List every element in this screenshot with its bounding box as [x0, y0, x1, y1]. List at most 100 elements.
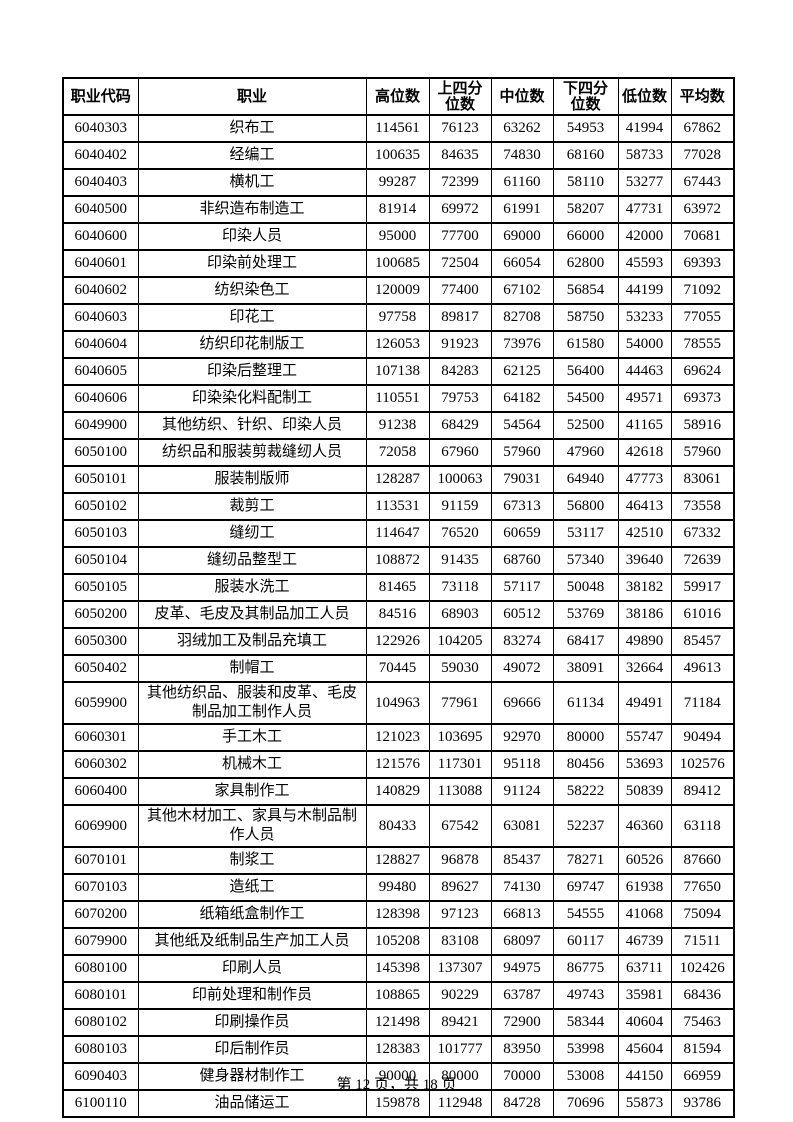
occupation-name-cell: 横机工 — [137, 168, 367, 197]
average-cell: 102576 — [670, 750, 735, 779]
high-decile-cell: 114647 — [365, 519, 430, 548]
occupation-code-cell: 6070101 — [62, 846, 139, 875]
occupation-code-cell: 6040601 — [62, 249, 139, 278]
median-cell: 94975 — [490, 954, 554, 983]
table-row: 6060301 手工木工 121023 103695 92970 80000 55747 90… — [62, 723, 735, 752]
upper-quartile-cell: 83108 — [428, 927, 492, 956]
occupation-name-cell: 羽绒加工及制品充填工 — [137, 627, 367, 656]
average-cell: 85457 — [670, 627, 735, 656]
average-cell: 87660 — [670, 846, 735, 875]
occupation-name-cell: 缝纫品整型工 — [137, 546, 367, 575]
upper-quartile-cell: 89627 — [428, 873, 492, 902]
table-row: 6059900 其他纺织品、服装和皮革、毛皮制品加工制作人员 104963 77961… — [62, 681, 735, 725]
table-row: 6040606 印染染化料配制工 110551 79753 64182 54500 4957… — [62, 384, 735, 413]
occupation-code-cell: 6040303 — [62, 114, 139, 143]
lower-quartile-cell: 62800 — [552, 249, 619, 278]
table-row: 6040600 印染人员 95000 77700 69000 66000 42000 7068… — [62, 222, 735, 251]
high-decile-cell: 145398 — [365, 954, 430, 983]
lower-quartile-cell: 57340 — [552, 546, 619, 575]
median-cell: 61991 — [490, 195, 554, 224]
lower-quartile-cell: 86775 — [552, 954, 619, 983]
upper-quartile-cell: 77700 — [428, 222, 492, 251]
lower-quartile-cell: 58207 — [552, 195, 619, 224]
upper-quartile-cell: 77961 — [428, 681, 492, 725]
median-cell: 82708 — [490, 303, 554, 332]
upper-quartile-cell: 67960 — [428, 438, 492, 467]
occupation-name-cell: 健身器材制作工 — [137, 1062, 367, 1091]
occupation-code-cell: 6050101 — [62, 465, 139, 494]
column-header-lower-quartile: 下四分 位数 — [552, 77, 619, 116]
lower-quartile-cell: 54953 — [552, 114, 619, 143]
average-cell: 71184 — [670, 681, 735, 725]
occupation-code-cell: 6059900 — [62, 681, 139, 725]
upper-quartile-cell: 91435 — [428, 546, 492, 575]
median-cell: 83950 — [490, 1035, 554, 1064]
occupation-code-cell: 6080100 — [62, 954, 139, 983]
lower-quartile-cell: 56854 — [552, 276, 619, 305]
average-cell: 68436 — [670, 981, 735, 1010]
average-cell: 90494 — [670, 723, 735, 752]
median-cell: 66054 — [490, 249, 554, 278]
occupation-code-cell: 6040600 — [62, 222, 139, 251]
column-header-high-decile: 高位数 — [365, 77, 430, 116]
median-cell: 92970 — [490, 723, 554, 752]
average-cell: 58916 — [670, 411, 735, 440]
lower-quartile-cell: 58110 — [552, 168, 619, 197]
lower-quartile-cell: 58344 — [552, 1008, 619, 1037]
occupation-name-cell: 油品储运工 — [137, 1089, 367, 1118]
low-decile-cell: 42510 — [617, 519, 672, 548]
upper-quartile-cell: 84283 — [428, 357, 492, 386]
occupation-name-cell: 手工木工 — [137, 723, 367, 752]
table-row: 6040604 纺织印花制版工 126053 91923 73976 61580 54000… — [62, 330, 735, 359]
average-cell: 83061 — [670, 465, 735, 494]
occupation-code-cell: 6040602 — [62, 276, 139, 305]
occupation-name-cell: 印染染化料配制工 — [137, 384, 367, 413]
low-decile-cell: 46360 — [617, 804, 672, 848]
high-decile-cell: 72058 — [365, 438, 430, 467]
high-decile-cell: 97758 — [365, 303, 430, 332]
table-row: 6050100 纺织品和服装剪裁缝纫人员 72058 67960 57960 47960 4… — [62, 438, 735, 467]
median-cell: 63787 — [490, 981, 554, 1010]
high-decile-cell: 107138 — [365, 357, 430, 386]
table-row: 6079900 其他纸及纸制品生产加工人员 105208 83108 68097 6011… — [62, 927, 735, 956]
high-decile-cell: 100685 — [365, 249, 430, 278]
lower-quartile-cell: 54555 — [552, 900, 619, 929]
table-header-row: 职业代码 职业 高位数 上四分 位数 中位数 下四分 位数 低位数 平均数 — [62, 77, 735, 116]
high-decile-cell: 121023 — [365, 723, 430, 752]
occupation-name-cell: 机械木工 — [137, 750, 367, 779]
table-row: 6050105 服装水洗工 81465 73118 57117 50048 38182 599… — [62, 573, 735, 602]
occupation-code-cell: 6040605 — [62, 357, 139, 386]
occupation-name-cell: 印前处理和制作员 — [137, 981, 367, 1010]
high-decile-cell: 84516 — [365, 600, 430, 629]
low-decile-cell: 55873 — [617, 1089, 672, 1118]
column-header-low-decile: 低位数 — [617, 77, 672, 116]
occupation-name-cell: 非织造布制造工 — [137, 195, 367, 224]
average-cell: 67862 — [670, 114, 735, 143]
occupation-name-cell: 家具制作工 — [137, 777, 367, 806]
low-decile-cell: 45593 — [617, 249, 672, 278]
lower-quartile-cell: 64940 — [552, 465, 619, 494]
table-row: 6040601 印染前处理工 100685 72504 66054 62800 45593 6… — [62, 249, 735, 278]
high-decile-cell: 140829 — [365, 777, 430, 806]
high-decile-cell: 121498 — [365, 1008, 430, 1037]
high-decile-cell: 104963 — [365, 681, 430, 725]
lower-quartile-cell: 80456 — [552, 750, 619, 779]
occupation-name-cell: 裁剪工 — [137, 492, 367, 521]
upper-quartile-cell: 84635 — [428, 141, 492, 170]
occupation-name-cell: 其他纸及纸制品生产加工人员 — [137, 927, 367, 956]
table-row: 6049900 其他纺织、针织、印染人员 91238 68429 54564 52500 4… — [62, 411, 735, 440]
table-row: 6050103 缝纫工 114647 76520 60659 53117 42510 6733… — [62, 519, 735, 548]
median-cell: 60512 — [490, 600, 554, 629]
average-cell: 69373 — [670, 384, 735, 413]
occupation-name-cell: 纸箱纸盒制作工 — [137, 900, 367, 929]
low-decile-cell: 42000 — [617, 222, 672, 251]
upper-quartile-cell: 91159 — [428, 492, 492, 521]
occupation-code-cell: 6040603 — [62, 303, 139, 332]
high-decile-cell: 128398 — [365, 900, 430, 929]
upper-quartile-cell: 101777 — [428, 1035, 492, 1064]
table-row: 6070200 纸箱纸盒制作工 128398 97123 66813 54555 41068… — [62, 900, 735, 929]
occupation-code-cell: 6060302 — [62, 750, 139, 779]
median-cell: 67313 — [490, 492, 554, 521]
low-decile-cell: 41994 — [617, 114, 672, 143]
